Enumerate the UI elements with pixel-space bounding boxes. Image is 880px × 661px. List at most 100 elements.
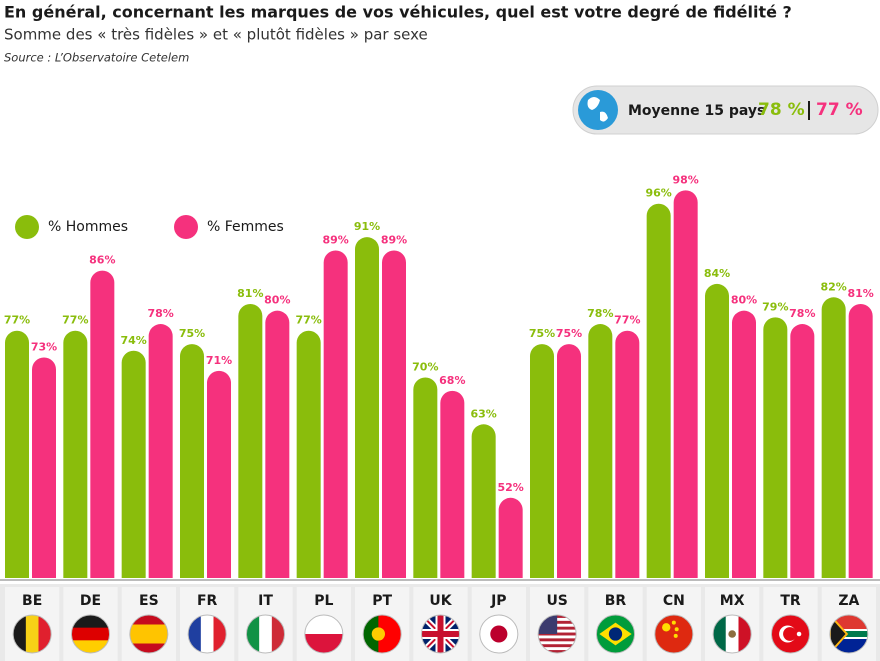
bar [848, 303, 873, 578]
flag-outline [537, 614, 577, 654]
bar [382, 250, 406, 578]
value-label: 89% [322, 234, 348, 247]
value-label: 81% [847, 287, 873, 300]
flag [829, 615, 868, 653]
flag-part [246, 615, 260, 653]
value-label: 74% [120, 334, 146, 347]
chart-title: En général, concernant les marques de vo… [4, 3, 792, 22]
flag [304, 615, 343, 653]
bar [790, 324, 815, 578]
flag-part [71, 615, 110, 629]
value-label: 70% [412, 361, 438, 374]
flag-part [829, 615, 849, 653]
bar [498, 497, 523, 578]
bar [121, 350, 146, 578]
flag [596, 615, 635, 653]
flag-part [738, 615, 752, 653]
x-tick-label: CN [663, 593, 685, 609]
flag-outline [129, 614, 169, 654]
x-tick-label: ES [139, 593, 159, 609]
flag-part [608, 627, 623, 641]
value-label: 71% [206, 354, 232, 367]
value-label: 77% [295, 314, 321, 327]
flag-part [371, 627, 386, 641]
flag-part [538, 638, 577, 642]
bar [265, 310, 290, 578]
flag [771, 615, 810, 653]
flag [421, 615, 460, 653]
value-label: 86% [89, 254, 115, 267]
flag-part [662, 623, 671, 632]
flag [713, 615, 752, 653]
bar [646, 203, 671, 579]
flag-part [674, 627, 679, 632]
average-men: 78 % [758, 100, 805, 120]
value-label: 68% [439, 374, 465, 387]
bar [207, 370, 231, 578]
flag-outline [246, 614, 285, 654]
flag-outline [362, 614, 402, 654]
flag [363, 615, 402, 653]
flag [479, 615, 518, 653]
flag-part [796, 631, 802, 637]
x-tick-label: JP [490, 593, 506, 609]
bar [732, 310, 756, 578]
bar [32, 357, 56, 578]
value-label: 75% [529, 327, 555, 340]
value-label: 78% [147, 307, 173, 320]
bar [615, 330, 640, 578]
flag [538, 615, 577, 653]
value-label: 75% [556, 327, 582, 340]
x-tick-label: TR [780, 593, 801, 609]
legend-label: % Hommes [48, 219, 128, 235]
bar [355, 237, 379, 578]
bar [673, 190, 698, 578]
flag-outline [187, 614, 227, 654]
flag [13, 615, 52, 653]
value-label: 52% [497, 481, 523, 494]
flag-outline [479, 614, 519, 654]
bar [705, 283, 729, 578]
x-tick-label: DE [80, 593, 101, 609]
bar [821, 297, 846, 578]
bar [148, 324, 173, 578]
bar [588, 324, 613, 578]
flag-part [671, 620, 676, 625]
bar [530, 344, 554, 578]
flag-part [728, 630, 736, 638]
value-label: 73% [31, 340, 57, 353]
value-label: 78% [587, 307, 613, 320]
value-label: 80% [264, 294, 290, 307]
flag-outline [71, 614, 110, 654]
flag-part [200, 615, 214, 653]
value-label: 80% [731, 294, 757, 307]
flag-outline [829, 614, 869, 654]
bar [763, 317, 788, 578]
flag [188, 615, 227, 653]
bar [440, 390, 465, 578]
x-tick-label: PT [372, 593, 392, 609]
value-label: 89% [381, 234, 407, 247]
value-label: 81% [237, 287, 263, 300]
flag-outline [654, 614, 694, 654]
flag-part [713, 615, 726, 653]
chart-source: Source : L’Observatoire Cetelem [4, 51, 189, 65]
bar [557, 344, 581, 578]
flag-part [129, 624, 168, 644]
flag-part [783, 627, 797, 641]
bar [296, 330, 321, 578]
x-tick-label: IT [258, 593, 273, 609]
legend-swatch [15, 215, 39, 239]
flag-outline [596, 614, 635, 654]
x-tick-label: BR [605, 593, 627, 609]
flag-part [829, 631, 868, 637]
bar [238, 303, 263, 578]
bar [180, 344, 204, 578]
x-tick-label: US [546, 593, 567, 609]
flag-part [304, 615, 343, 634]
flag-part [363, 615, 379, 653]
bar [323, 250, 348, 578]
value-label: 78% [789, 307, 815, 320]
flag-part [13, 615, 27, 653]
